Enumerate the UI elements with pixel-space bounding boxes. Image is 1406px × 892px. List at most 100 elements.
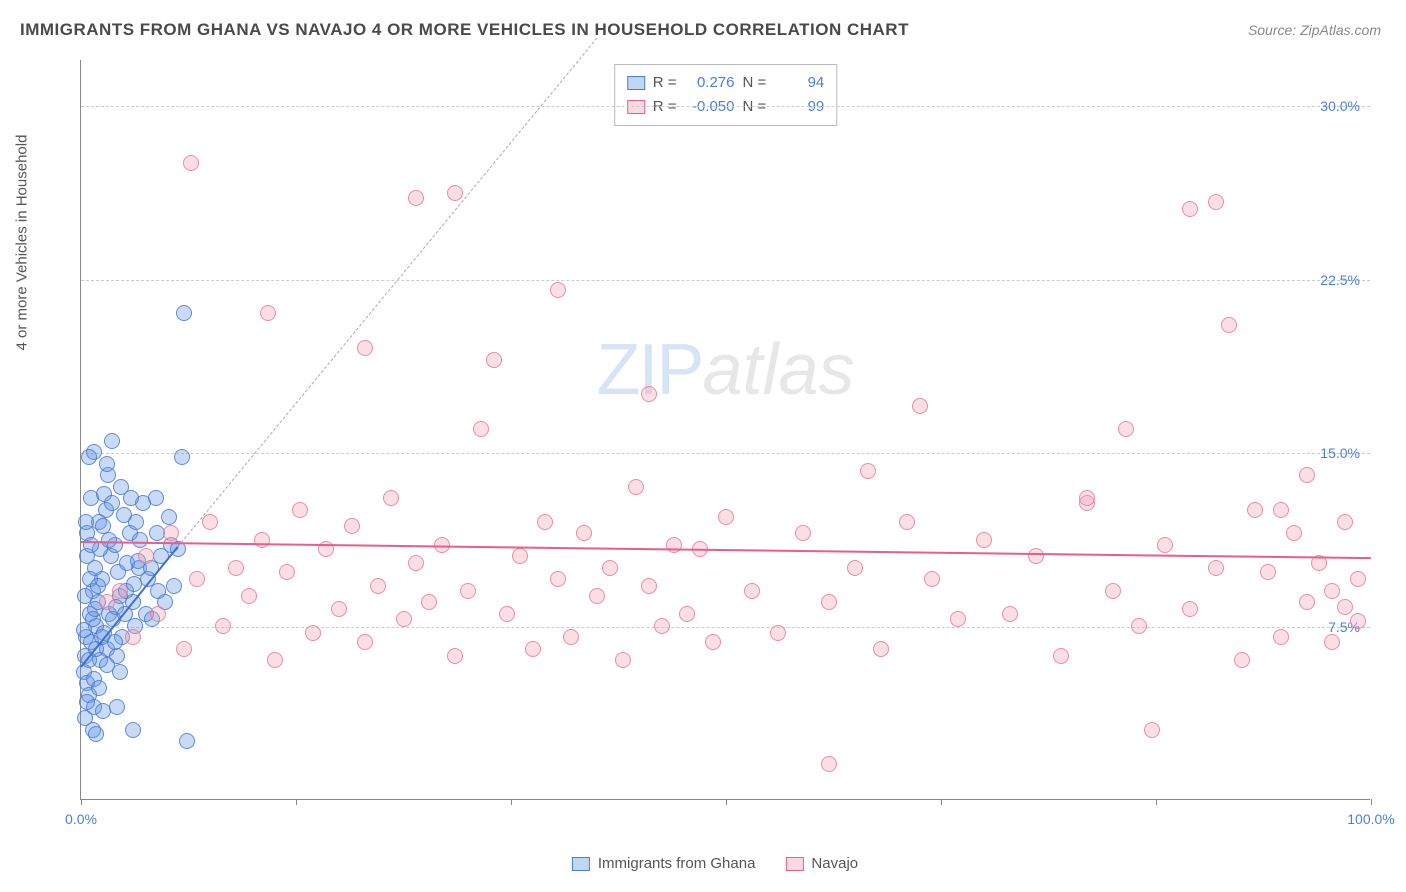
scatter-point bbox=[628, 479, 644, 495]
scatter-point bbox=[576, 525, 592, 541]
legend-label: Immigrants from Ghana bbox=[598, 855, 756, 872]
scatter-point bbox=[116, 507, 132, 523]
scatter-point bbox=[126, 576, 142, 592]
scatter-point bbox=[654, 618, 670, 634]
scatter-point bbox=[148, 490, 164, 506]
scatter-point bbox=[91, 680, 107, 696]
scatter-point bbox=[107, 634, 123, 650]
scatter-point bbox=[589, 588, 605, 604]
scatter-point bbox=[81, 449, 97, 465]
scatter-point bbox=[873, 641, 889, 657]
x-tick-label: 0.0% bbox=[65, 811, 97, 827]
scatter-point bbox=[331, 601, 347, 617]
scatter-point bbox=[370, 578, 386, 594]
scatter-point bbox=[912, 398, 928, 414]
scatter-point bbox=[1053, 648, 1069, 664]
n-value-ghana: 94 bbox=[774, 71, 824, 95]
scatter-point bbox=[976, 532, 992, 548]
scatter-point bbox=[150, 606, 166, 622]
scatter-point bbox=[408, 555, 424, 571]
scatter-point bbox=[821, 756, 837, 772]
y-tick-label: 15.0% bbox=[1320, 445, 1360, 461]
scatter-point bbox=[537, 514, 553, 530]
scatter-point bbox=[267, 652, 283, 668]
scatter-point bbox=[950, 611, 966, 627]
scatter-point bbox=[83, 537, 99, 553]
scatter-point bbox=[1273, 502, 1289, 518]
legend-label: Navajo bbox=[811, 855, 858, 872]
scatter-point bbox=[88, 726, 104, 742]
scatter-point bbox=[279, 564, 295, 580]
scatter-point bbox=[202, 514, 218, 530]
scatter-point bbox=[1247, 502, 1263, 518]
scatter-point bbox=[860, 463, 876, 479]
scatter-point bbox=[1182, 201, 1198, 217]
scatter-point bbox=[125, 629, 141, 645]
trend-line bbox=[81, 541, 1371, 559]
trend-line-extrapolation bbox=[177, 37, 597, 546]
scatter-point bbox=[641, 386, 657, 402]
scatter-point bbox=[292, 502, 308, 518]
scatter-point bbox=[1157, 537, 1173, 553]
scatter-point bbox=[163, 525, 179, 541]
scatter-point bbox=[99, 456, 115, 472]
scatter-point bbox=[123, 490, 139, 506]
scatter-point bbox=[138, 548, 154, 564]
gridline bbox=[81, 106, 1370, 107]
scatter-point bbox=[357, 634, 373, 650]
scatter-point bbox=[344, 518, 360, 534]
scatter-point bbox=[1350, 613, 1366, 629]
scatter-point bbox=[1324, 583, 1340, 599]
scatter-point bbox=[1260, 564, 1276, 580]
scatter-point bbox=[1299, 467, 1315, 483]
gridline bbox=[81, 280, 1370, 281]
x-tick bbox=[511, 799, 512, 805]
scatter-point bbox=[460, 583, 476, 599]
scatter-point bbox=[821, 594, 837, 610]
x-tick bbox=[726, 799, 727, 805]
scatter-point bbox=[770, 625, 786, 641]
scatter-point bbox=[447, 185, 463, 201]
scatter-point bbox=[90, 578, 106, 594]
scatter-point bbox=[1118, 421, 1134, 437]
scatter-point bbox=[254, 532, 270, 548]
plot-area: ZIPatlas R = 0.276 N = 94 R = -0.050 N =… bbox=[80, 60, 1370, 800]
legend: Immigrants from Ghana Navajo bbox=[572, 855, 858, 872]
scatter-point bbox=[228, 560, 244, 576]
scatter-point bbox=[744, 583, 760, 599]
scatter-point bbox=[357, 340, 373, 356]
scatter-point bbox=[78, 514, 94, 530]
scatter-point bbox=[241, 588, 257, 604]
x-tick bbox=[296, 799, 297, 805]
scatter-point bbox=[1273, 629, 1289, 645]
scatter-point bbox=[176, 641, 192, 657]
legend-item-ghana: Immigrants from Ghana bbox=[572, 855, 756, 872]
correlation-stats-box: R = 0.276 N = 94 R = -0.050 N = 99 bbox=[614, 64, 838, 126]
scatter-point bbox=[641, 578, 657, 594]
legend-item-navajo: Navajo bbox=[785, 855, 858, 872]
scatter-point bbox=[718, 509, 734, 525]
scatter-point bbox=[1221, 317, 1237, 333]
scatter-point bbox=[847, 560, 863, 576]
scatter-point bbox=[1079, 490, 1095, 506]
gridline bbox=[81, 453, 1370, 454]
scatter-point bbox=[101, 532, 117, 548]
scatter-point bbox=[1286, 525, 1302, 541]
x-tick bbox=[1371, 799, 1372, 805]
stats-row-ghana: R = 0.276 N = 94 bbox=[627, 71, 825, 95]
scatter-point bbox=[260, 305, 276, 321]
scatter-point bbox=[512, 548, 528, 564]
scatter-point bbox=[1337, 599, 1353, 615]
x-tick-label: 100.0% bbox=[1347, 811, 1394, 827]
scatter-point bbox=[104, 495, 120, 511]
y-axis-label: 4 or more Vehicles in Household bbox=[14, 135, 31, 351]
scatter-point bbox=[499, 606, 515, 622]
swatch-blue-icon bbox=[627, 76, 645, 90]
scatter-point bbox=[899, 514, 915, 530]
scatter-point bbox=[795, 525, 811, 541]
x-tick bbox=[1156, 799, 1157, 805]
scatter-point bbox=[1182, 601, 1198, 617]
scatter-point bbox=[1208, 194, 1224, 210]
scatter-point bbox=[679, 606, 695, 622]
scatter-point bbox=[189, 571, 205, 587]
